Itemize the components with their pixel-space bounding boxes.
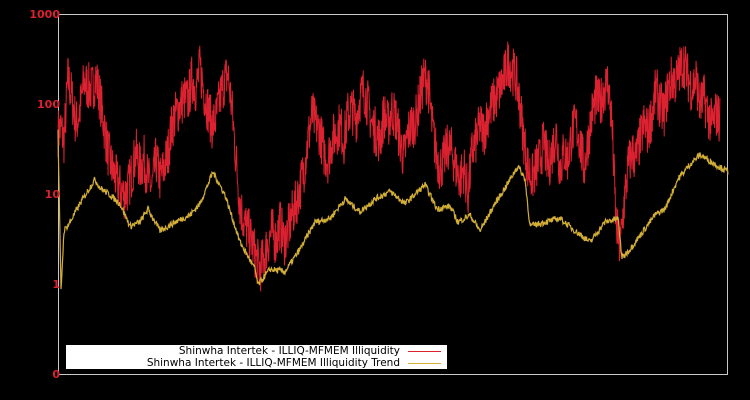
legend-swatch-illiquidity [408, 350, 441, 352]
legend: Shinwha Intertek - ILLIQ-MFMEM Illiquidi… [66, 345, 447, 369]
legend-label-illiquidity: Shinwha Intertek - ILLIQ-MFMEM Illiquidi… [178, 345, 400, 357]
legend-item-trend: Shinwha Intertek - ILLIQ-MFMEM Illiquidi… [147, 357, 441, 369]
illiquidity-line [57, 41, 721, 292]
illiquidity-trend-line [57, 129, 729, 290]
legend-swatch-trend [408, 362, 441, 364]
plot-frame [58, 14, 728, 375]
series-layer [57, 41, 729, 292]
y-tick-1: 1 [52, 278, 60, 291]
legend-item-illiquidity: Shinwha Intertek - ILLIQ-MFMEM Illiquidi… [179, 345, 441, 357]
y-tick-10: 10 [44, 188, 60, 201]
y-tick-1000: 1000 [29, 8, 60, 21]
y-tick-0: 0 [52, 368, 60, 381]
y-tick-100: 100 [37, 98, 60, 111]
legend-label-trend: Shinwha Intertek - ILLIQ-MFMEM Illiquidi… [146, 357, 400, 369]
